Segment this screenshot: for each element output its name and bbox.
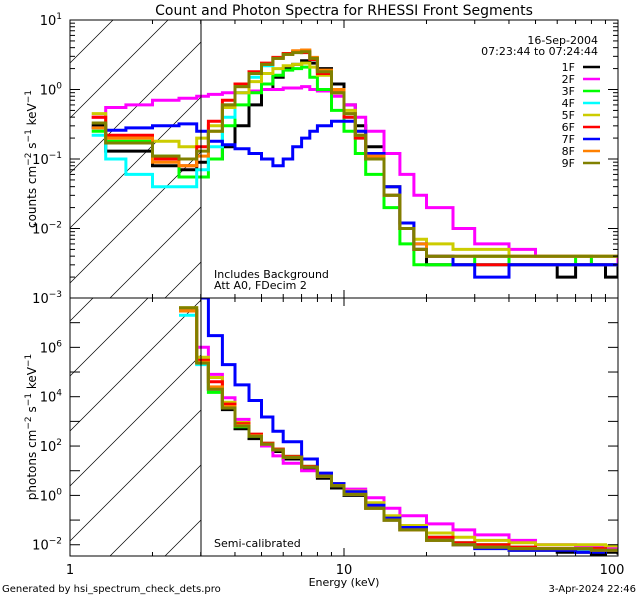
background-note: Includes Background (214, 268, 329, 281)
axis-ticks (69, 19, 619, 556)
legend-label-3F: 3F (562, 85, 575, 98)
legend-label-8F: 8F (562, 145, 575, 158)
y-tick-label: 104 (40, 389, 63, 406)
legend-label-9F: 9F (562, 157, 575, 170)
hatch-line (70, 298, 94, 322)
y-tick-label: 100 (40, 487, 63, 504)
y-axis-label-top: counts cm−2 s−1 keV−1 (24, 90, 39, 228)
series-group-top (91, 48, 618, 279)
hatch-line (70, 41, 201, 174)
generated-by-footer: Generated by hsi_spectrum_check_dets.pro (2, 584, 221, 595)
legend-label-7F: 7F (562, 133, 575, 146)
hatch-line (70, 354, 201, 487)
attenuator-note: Att A0, FDecim 2 (214, 279, 307, 292)
x-tick-label-100: 100 (600, 563, 625, 578)
legend-label-4F: 4F (562, 97, 575, 110)
x-tick-label-10: 10 (336, 563, 353, 578)
series-7F-bottom (200, 298, 618, 554)
legend-label-2F: 2F (562, 73, 575, 86)
bottom-panel-frame (69, 297, 619, 557)
hatch-line (275, 298, 533, 556)
y-axis-label-bottom: photons cm−2 s−1 keV−1 (24, 354, 39, 500)
y-tick-label: 101 (40, 12, 62, 29)
series-group-bottom (179, 298, 618, 556)
series-9F-bottom (179, 306, 618, 552)
x-tick-label-1: 1 (66, 563, 74, 578)
y-tick-label: 10−2 (32, 537, 62, 554)
hatch-line (70, 96, 201, 229)
y-tick-label: 10−3 (32, 290, 62, 307)
hatch-line (109, 206, 201, 298)
hatch-line (70, 409, 201, 542)
semi-calibrated-note: Semi-calibrated (214, 537, 301, 550)
hatch-line (385, 298, 640, 556)
hatch-line (330, 298, 588, 556)
hatch-line (440, 298, 640, 556)
date-annotation: 16-Sep-2004 (527, 34, 598, 47)
legend-label-6F: 6F (562, 121, 575, 134)
series-7F-top (91, 119, 618, 279)
y-tick-label: 102 (40, 438, 62, 455)
y-tick-label: 100 (40, 82, 63, 99)
hatch-region-bottom (70, 298, 640, 556)
time-range-annotation: 07:23:44 to 07:24:44 (481, 45, 598, 58)
timestamp-footer: 3-Apr-2024 22:46 (549, 584, 636, 595)
series-5F-top (91, 61, 618, 258)
hatch-line (0, 20, 3, 298)
y-tick-label: 10−2 (32, 221, 62, 238)
legend-label-5F: 5F (562, 109, 575, 122)
hatch-line (70, 298, 149, 377)
series-1F-top (91, 59, 618, 279)
hatch-line (70, 299, 201, 432)
hatch-line (220, 298, 478, 556)
y-tick-labels-top: 101 100 10−1 10−2 10−3 (32, 12, 62, 307)
y-tick-label: 106 (40, 339, 63, 356)
y-tick-label: 10−1 (32, 151, 62, 168)
hatch-line (70, 20, 169, 119)
y-tick-labels-bottom: 106 104 102 100 10−2 (32, 339, 62, 553)
hatch-line (109, 464, 201, 556)
series-6F-top (91, 50, 618, 267)
chart-title: Count and Photon Spectra for RHESSI Fron… (155, 3, 533, 19)
x-axis-label: Energy (keV) (309, 576, 380, 589)
legend-label-1F: 1F (562, 61, 575, 74)
